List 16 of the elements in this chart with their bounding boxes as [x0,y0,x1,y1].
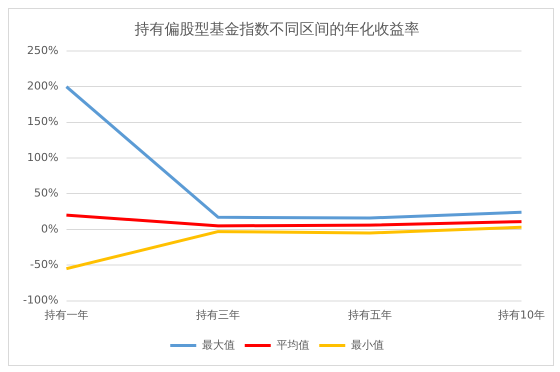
y-tick-label: 50% [34,186,58,200]
x-tick-label: 持有五年 [348,308,392,322]
legend-label: 最小值 [350,338,384,352]
y-tick-label: 0% [40,222,58,236]
y-tick-label: 250% [26,44,58,57]
x-tick-label: 持有一年 [44,308,88,322]
y-tick-label: -100% [22,294,58,307]
legend-label: 平均值 [276,338,310,352]
y-tick-label: 200% [26,80,58,93]
x-tick-label: 持有10年 [498,308,545,322]
x-tick-label: 持有三年 [196,308,240,322]
y-tick-label: 150% [26,115,58,128]
y-tick-label: 100% [26,150,58,164]
chart-title: 持有偏股型基金指数不同区间的年化收益率 [134,20,420,38]
y-tick-label: -50% [30,258,58,271]
legend-label: 最大值 [202,338,235,352]
